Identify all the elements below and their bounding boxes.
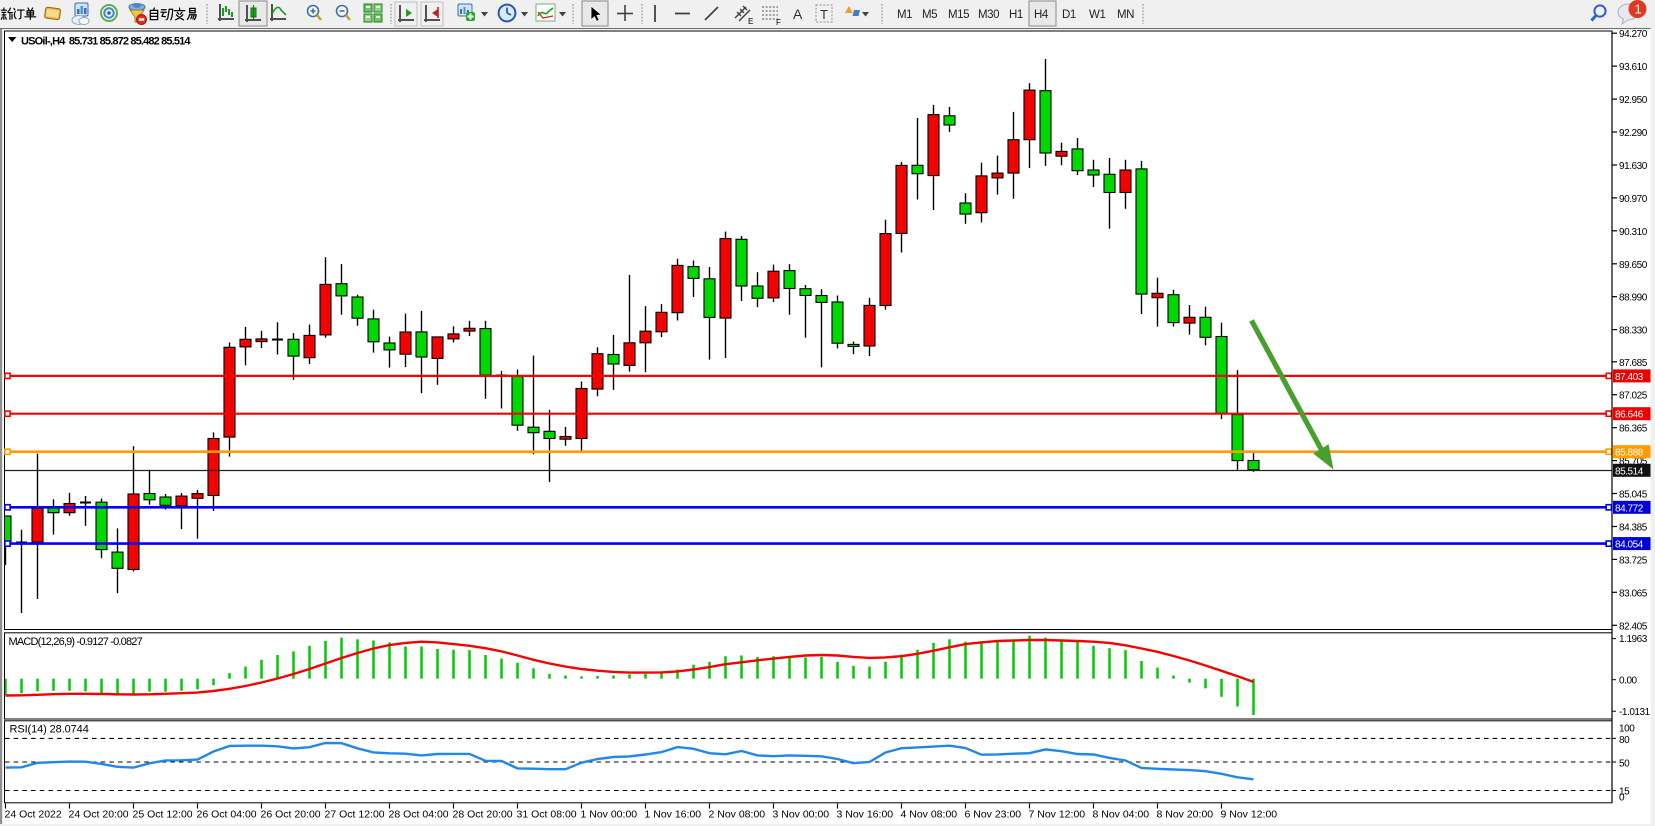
svg-text:92.950: 92.950 (1619, 95, 1648, 106)
svg-text:0.00: 0.00 (1619, 675, 1638, 686)
svg-text:84.385: 84.385 (1619, 523, 1648, 534)
svg-text:F: F (776, 18, 781, 27)
svg-text:H1: H1 (1009, 9, 1023, 21)
svg-text:83.065: 83.065 (1619, 588, 1648, 599)
svg-text:80: 80 (1619, 735, 1630, 746)
svg-text:MACD(12,26,9) -0.9127 -0.0827: MACD(12,26,9) -0.9127 -0.0827 (9, 636, 143, 648)
svg-text:USOil-,H4: USOil-,H4 (21, 36, 66, 48)
svg-text:26 Oct 04:00: 26 Oct 04:00 (197, 809, 257, 821)
svg-text:RSI(14) 28.0744: RSI(14) 28.0744 (10, 724, 89, 736)
svg-text:27 Oct 12:00: 27 Oct 12:00 (325, 809, 385, 821)
svg-text:W1: W1 (1089, 9, 1105, 21)
svg-text:84.772: 84.772 (1615, 503, 1644, 514)
svg-text:15: 15 (1619, 787, 1630, 798)
svg-text:1.1963: 1.1963 (1619, 634, 1648, 645)
svg-text:28 Oct 04:00: 28 Oct 04:00 (389, 809, 449, 821)
svg-text:50: 50 (1619, 758, 1630, 769)
svg-text:100: 100 (1619, 724, 1635, 735)
svg-text:E: E (748, 17, 753, 26)
svg-text:26 Oct 20:00: 26 Oct 20:00 (261, 809, 321, 821)
svg-text:87.403: 87.403 (1615, 372, 1644, 383)
svg-text:25 Oct 12:00: 25 Oct 12:00 (133, 809, 193, 821)
svg-text:1 Nov 00:00: 1 Nov 00:00 (581, 809, 638, 821)
svg-text:93.610: 93.610 (1619, 62, 1648, 73)
svg-text:89.650: 89.650 (1619, 260, 1648, 271)
svg-text:24 Oct 20:00: 24 Oct 20:00 (69, 809, 129, 821)
svg-text:92.290: 92.290 (1619, 128, 1648, 139)
svg-text:85.731 85.872 85.482 85.514: 85.731 85.872 85.482 85.514 (69, 36, 192, 48)
svg-text:84.054: 84.054 (1615, 540, 1644, 551)
svg-text:A: A (793, 6, 803, 22)
svg-text:88.990: 88.990 (1619, 293, 1648, 304)
svg-text:2 Nov 08:00: 2 Nov 08:00 (709, 809, 766, 821)
svg-text:3 Nov 00:00: 3 Nov 00:00 (773, 809, 830, 821)
svg-text:H4: H4 (1034, 9, 1049, 21)
svg-text:1 Nov 16:00: 1 Nov 16:00 (645, 809, 702, 821)
svg-text:85.045: 85.045 (1619, 490, 1648, 501)
svg-text:87.025: 87.025 (1619, 391, 1648, 402)
svg-text:6 Nov 23:00: 6 Nov 23:00 (965, 809, 1022, 821)
svg-text:T: T (820, 7, 828, 22)
svg-text:28 Oct 20:00: 28 Oct 20:00 (453, 809, 513, 821)
svg-text:3 Nov 16:00: 3 Nov 16:00 (837, 809, 894, 821)
svg-text:88.330: 88.330 (1619, 326, 1648, 337)
svg-text:7 Nov 12:00: 7 Nov 12:00 (1029, 809, 1086, 821)
svg-text:94.270: 94.270 (1619, 29, 1648, 40)
svg-text:86.646: 86.646 (1615, 410, 1644, 421)
svg-text:M30: M30 (978, 9, 999, 21)
svg-text:M15: M15 (948, 9, 969, 21)
svg-text:M1: M1 (897, 9, 912, 21)
svg-text:31 Oct 08:00: 31 Oct 08:00 (517, 809, 577, 821)
svg-text:M5: M5 (922, 9, 937, 21)
svg-text:8 Nov 04:00: 8 Nov 04:00 (1093, 809, 1150, 821)
svg-text:85.705: 85.705 (1619, 457, 1648, 468)
svg-text:91.630: 91.630 (1619, 161, 1648, 172)
svg-text:24 Oct 2022: 24 Oct 2022 (5, 809, 62, 821)
svg-text:1: 1 (1635, 2, 1642, 17)
svg-text:90.310: 90.310 (1619, 227, 1648, 238)
svg-text:8 Nov 20:00: 8 Nov 20:00 (1157, 809, 1214, 821)
svg-text:0: 0 (1619, 792, 1625, 803)
svg-text:85.514: 85.514 (1615, 466, 1644, 477)
svg-text:9 Nov 12:00: 9 Nov 12:00 (1221, 809, 1278, 821)
svg-text:82.405: 82.405 (1619, 621, 1648, 632)
svg-text:87.685: 87.685 (1619, 358, 1648, 369)
svg-text:83.725: 83.725 (1619, 555, 1648, 566)
svg-text:4 Nov 08:00: 4 Nov 08:00 (901, 809, 958, 821)
svg-text:86.365: 86.365 (1619, 424, 1648, 435)
svg-text:90.970: 90.970 (1619, 194, 1648, 205)
svg-text:MN: MN (1117, 9, 1134, 21)
svg-text:-1.0131: -1.0131 (1619, 707, 1651, 718)
svg-text:D1: D1 (1062, 9, 1076, 21)
svg-text:85.888: 85.888 (1615, 448, 1644, 459)
